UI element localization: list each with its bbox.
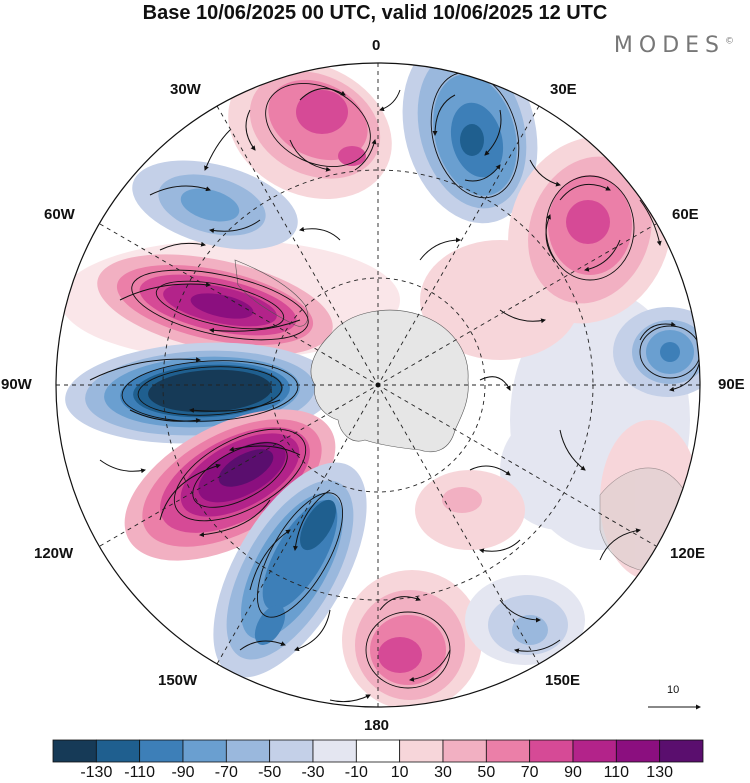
colorbar-tick-label: -110 (124, 764, 156, 781)
colorbar-tick-label: -90 (171, 764, 195, 781)
anomaly-170e-positive (342, 570, 482, 707)
lon-label-30w: 30W (170, 81, 201, 98)
colorbar-swatch (529, 739, 574, 763)
colorbar-tick-label: -10 (344, 764, 368, 781)
colorbar-swatch (182, 739, 227, 763)
lon-label-120e: 120E (670, 545, 706, 562)
colorbar-swatch (659, 739, 704, 763)
colorbar-tick-label: 110 (603, 764, 630, 781)
brand-text: MODES (613, 33, 725, 58)
anomaly-130e-positive (415, 470, 525, 550)
lon-label-90w: 90W (1, 376, 32, 393)
lon-label-60e: 60E (672, 206, 699, 223)
colorbar-tick-label: -30 (301, 764, 325, 781)
colorbar-swatch (139, 739, 184, 763)
colorbar-tick-label: 70 (520, 764, 539, 781)
antarctica-landmass (310, 309, 469, 453)
lon-label-150e: 150E (545, 672, 581, 689)
anomaly-75w-positive (97, 254, 333, 356)
colorbar-swatch (485, 739, 531, 763)
anomaly-30w-positive (228, 63, 392, 199)
lon-label-90e: 90E (718, 376, 745, 393)
colorbar-swatch (572, 739, 617, 763)
lon-label-0: 0 (372, 37, 381, 54)
colorbar-tick-label: -130 (80, 764, 113, 781)
reference-vector-label: 10 (667, 684, 680, 696)
colorbar-swatch (95, 739, 141, 763)
lon-label-30e: 30E (550, 81, 577, 98)
anomaly-150e-negative (465, 575, 585, 665)
colorbar-tick-label: 10 (390, 764, 409, 781)
map-boundary (55, 62, 701, 708)
brand-mark: © (725, 36, 734, 47)
anomaly-90e-negative (613, 307, 700, 397)
colorbar-swatch (269, 739, 314, 763)
contour-lines (121, 71, 700, 689)
south-america-landmass (234, 259, 309, 327)
colorbar-tick-label: 130 (646, 764, 674, 781)
colorbar-swatch (399, 739, 444, 763)
colorbar-swatch (615, 739, 661, 763)
colorbar-tick-label: 50 (477, 764, 496, 781)
anomaly-140w-negative (213, 462, 367, 678)
south-pole-marker (375, 382, 381, 388)
lon-label-60w: 60W (44, 206, 75, 223)
map-title: Base 10/06/2025 00 UTC, valid 10/06/2025… (142, 2, 608, 24)
lon-label-180: 180 (364, 717, 390, 734)
colorbar-swatch (225, 739, 271, 763)
colorbar-tick-label: 30 (434, 764, 452, 781)
colorbar-swatch (355, 739, 401, 763)
anomaly-45w-negative (132, 160, 298, 250)
colorbar-tick-label: -70 (214, 764, 238, 781)
colorbar-swatch (312, 739, 357, 763)
lon-label-120w: 120W (34, 545, 74, 562)
colorbar-tick-label: -50 (258, 764, 282, 781)
colorbar-tick-label: 90 (564, 764, 582, 781)
colorbar (52, 739, 704, 763)
modes-logo: MODES© (614, 33, 734, 58)
colorbar-swatch (442, 739, 487, 763)
lon-label-150w: 150W (158, 672, 198, 689)
wind-vectors (89, 88, 700, 703)
colorbar-swatch (52, 739, 97, 763)
